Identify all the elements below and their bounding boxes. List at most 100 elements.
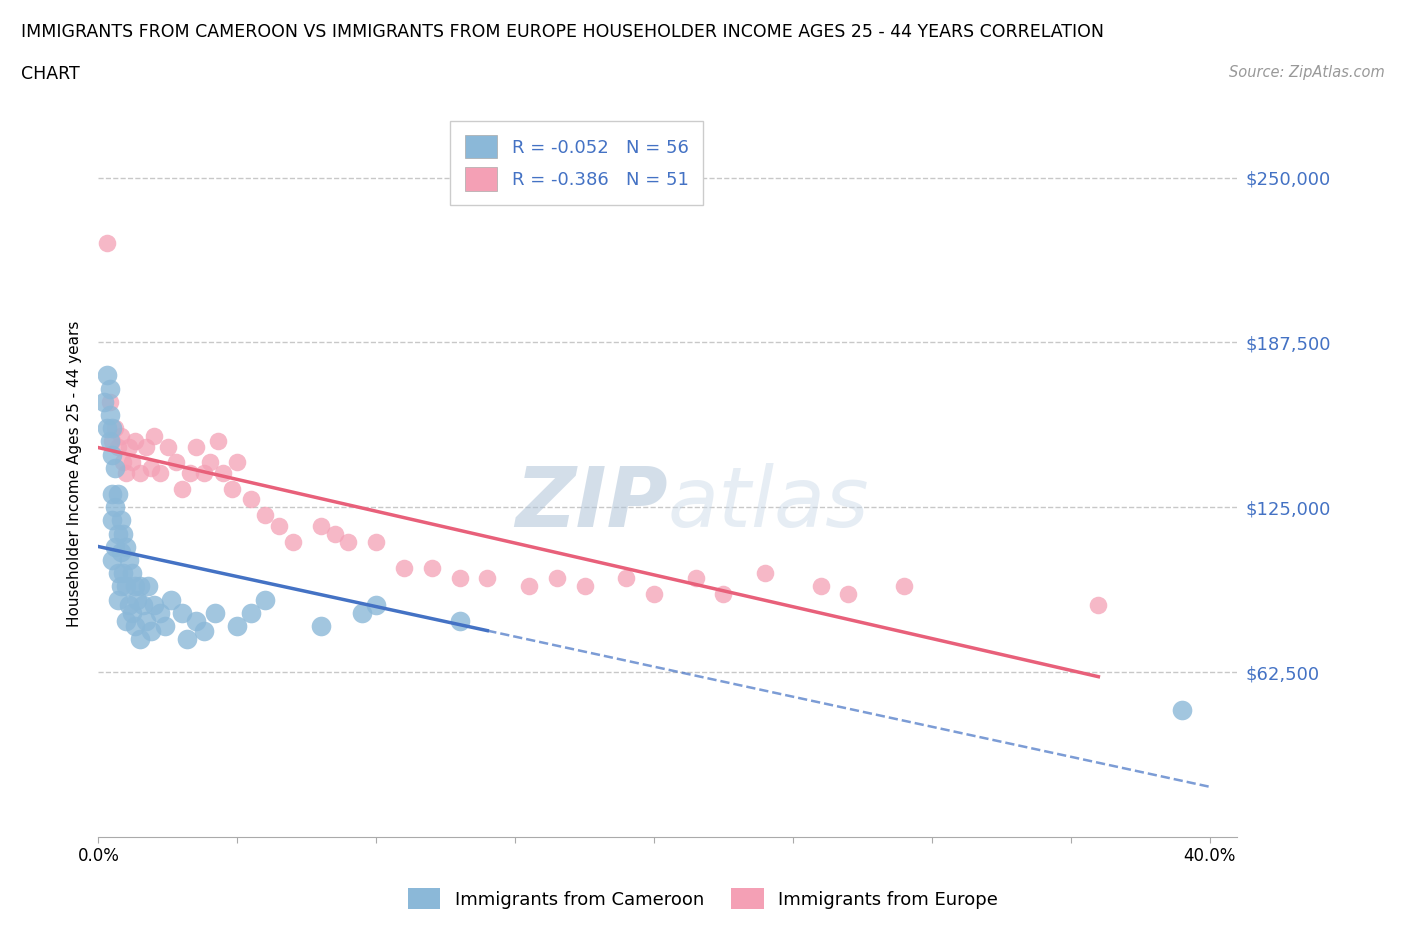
Point — [96, 420, 118, 435]
Point — [110, 513, 132, 528]
Point — [810, 579, 832, 594]
Point — [221, 482, 243, 497]
Point — [115, 539, 138, 554]
Point — [193, 624, 215, 639]
Point — [170, 482, 193, 497]
Point — [207, 434, 229, 449]
Point — [1087, 597, 1109, 612]
Text: Source: ZipAtlas.com: Source: ZipAtlas.com — [1229, 65, 1385, 80]
Point — [141, 460, 163, 475]
Point — [107, 439, 129, 454]
Point — [226, 618, 249, 633]
Point — [138, 579, 160, 594]
Point — [309, 518, 332, 533]
Point — [129, 466, 152, 481]
Point — [1170, 703, 1192, 718]
Point — [127, 592, 149, 607]
Point — [143, 597, 166, 612]
Point — [98, 381, 121, 396]
Point — [159, 592, 181, 607]
Point — [135, 439, 157, 454]
Point — [281, 534, 304, 549]
Text: ZIP: ZIP — [515, 463, 668, 544]
Point — [112, 526, 135, 541]
Point — [143, 429, 166, 444]
Point — [449, 571, 471, 586]
Point — [104, 499, 127, 514]
Point — [420, 561, 443, 576]
Point — [713, 587, 735, 602]
Point — [101, 552, 124, 567]
Point — [267, 518, 290, 533]
Point — [685, 571, 707, 586]
Point — [254, 508, 277, 523]
Point — [449, 613, 471, 628]
Point — [352, 605, 374, 620]
Point — [517, 579, 540, 594]
Point — [165, 455, 187, 470]
Point — [254, 592, 277, 607]
Point — [115, 579, 138, 594]
Point — [546, 571, 568, 586]
Point — [104, 539, 127, 554]
Y-axis label: Householder Income Ages 25 - 44 years: Householder Income Ages 25 - 44 years — [67, 321, 83, 628]
Legend: Immigrants from Cameroon, Immigrants from Europe: Immigrants from Cameroon, Immigrants fro… — [401, 881, 1005, 916]
Point — [112, 455, 135, 470]
Point — [101, 447, 124, 462]
Point — [101, 513, 124, 528]
Point — [107, 565, 129, 580]
Point — [309, 618, 332, 633]
Point — [101, 434, 124, 449]
Point — [107, 486, 129, 501]
Point — [101, 486, 124, 501]
Point — [392, 561, 415, 576]
Point — [118, 552, 141, 567]
Point — [141, 624, 163, 639]
Point — [129, 579, 152, 594]
Point — [115, 466, 138, 481]
Point — [323, 526, 346, 541]
Point — [574, 579, 596, 594]
Point — [153, 618, 176, 633]
Point — [124, 579, 146, 594]
Point — [110, 429, 132, 444]
Point — [366, 534, 388, 549]
Point — [366, 597, 388, 612]
Point — [98, 394, 121, 409]
Point — [104, 460, 127, 475]
Point — [104, 420, 127, 435]
Point — [121, 605, 143, 620]
Point — [148, 466, 170, 481]
Point — [754, 565, 776, 580]
Point — [107, 526, 129, 541]
Point — [110, 579, 132, 594]
Point — [614, 571, 637, 586]
Point — [212, 466, 235, 481]
Point — [129, 631, 152, 646]
Point — [96, 236, 118, 251]
Text: atlas: atlas — [668, 463, 869, 544]
Point — [184, 613, 207, 628]
Point — [148, 605, 170, 620]
Point — [204, 605, 226, 620]
Point — [110, 545, 132, 560]
Point — [643, 587, 665, 602]
Point — [837, 587, 859, 602]
Point — [107, 592, 129, 607]
Point — [101, 420, 124, 435]
Point — [132, 597, 155, 612]
Point — [240, 605, 263, 620]
Point — [193, 466, 215, 481]
Point — [135, 613, 157, 628]
Point — [477, 571, 499, 586]
Point — [124, 618, 146, 633]
Point — [121, 455, 143, 470]
Point — [98, 434, 121, 449]
Point — [337, 534, 360, 549]
Point — [176, 631, 198, 646]
Point — [179, 466, 201, 481]
Text: CHART: CHART — [21, 65, 80, 83]
Point — [170, 605, 193, 620]
Point — [118, 439, 141, 454]
Point — [184, 439, 207, 454]
